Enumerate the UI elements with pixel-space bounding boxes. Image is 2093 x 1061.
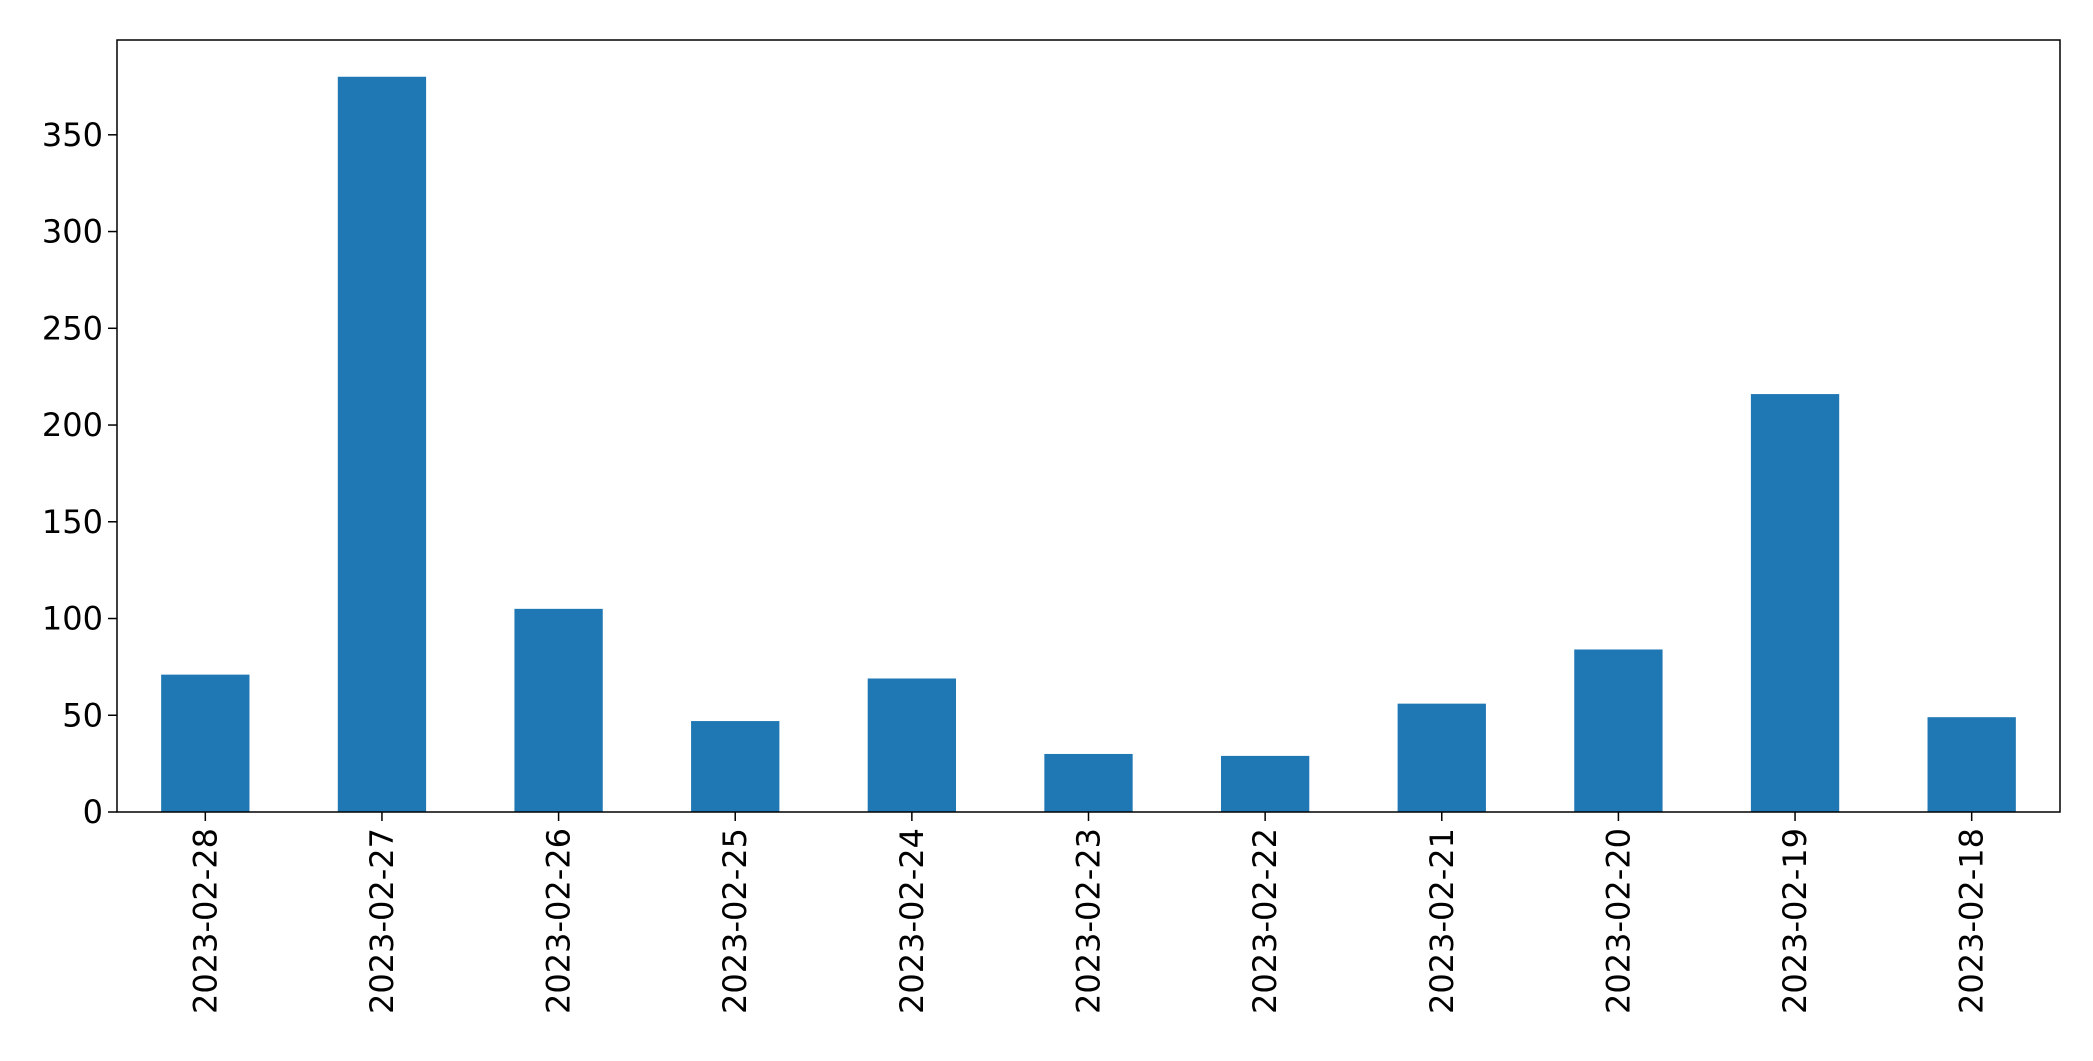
y-tick-label: 150 (42, 503, 103, 541)
bar (161, 674, 250, 812)
y-axis: 0 50 100 150 200 250 300 350 (42, 116, 117, 831)
bar (1220, 755, 1310, 812)
y-tick-label: 200 (42, 406, 103, 444)
x-tick-label: 2023-02-18 (1953, 828, 1991, 1014)
bars-group (161, 76, 2016, 812)
y-tick-label: 50 (62, 696, 103, 734)
x-tick-label: 2023-02-20 (1599, 828, 1637, 1014)
bar (691, 721, 780, 812)
y-tick-label: 250 (42, 309, 103, 347)
x-tick-label: 2023-02-26 (540, 828, 578, 1014)
bar (1044, 753, 1133, 812)
x-tick-label: 2023-02-21 (1423, 828, 1461, 1014)
x-tick-label: 2023-02-22 (1246, 828, 1284, 1014)
bar (1750, 394, 1840, 812)
bar (514, 608, 603, 812)
x-tick-label: 2023-02-28 (186, 828, 224, 1014)
bar (1397, 703, 1486, 812)
bar (1927, 717, 2016, 812)
bar (337, 76, 427, 812)
x-tick-label: 2023-02-23 (1070, 828, 1108, 1014)
y-tick-label: 300 (42, 213, 103, 251)
x-tick-label: 2023-02-24 (893, 828, 931, 1014)
x-tick-label: 2023-02-27 (363, 828, 401, 1014)
y-tick-label: 350 (42, 116, 103, 154)
y-tick-label: 0 (83, 793, 103, 831)
y-tick-label: 100 (42, 600, 103, 638)
x-axis: 2023-02-28 2023-02-27 2023-02-26 2023-02-25… (186, 812, 1991, 1014)
x-tick-label: 2023-02-25 (716, 828, 754, 1014)
plot-frame (116, 39, 2061, 813)
x-tick-label: 2023-02-19 (1776, 828, 1814, 1014)
bar (1574, 649, 1663, 812)
bar (867, 678, 957, 812)
